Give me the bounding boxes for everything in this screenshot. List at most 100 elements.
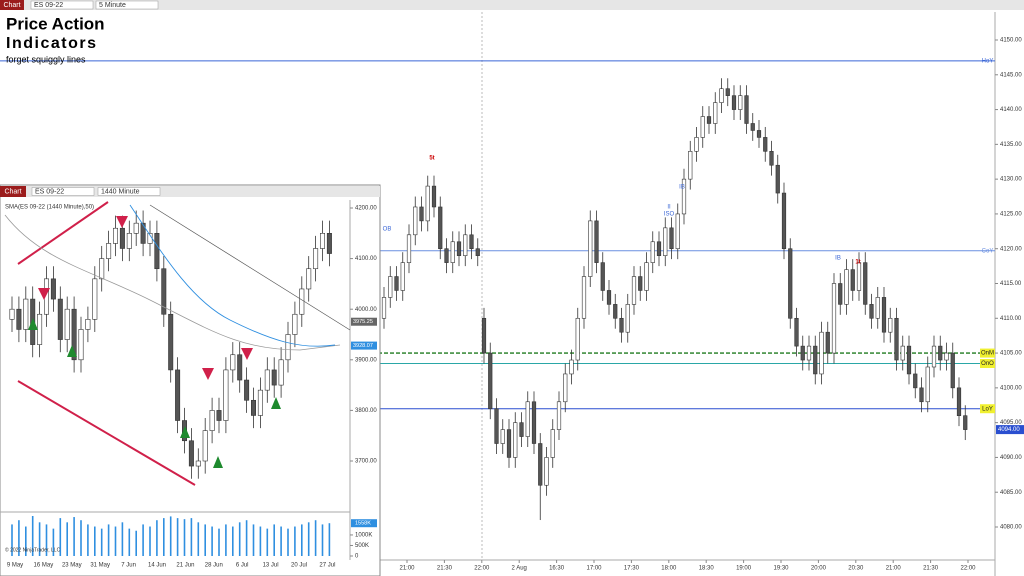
- candle-body: [931, 345, 937, 368]
- candle-body: [800, 345, 805, 361]
- volume-tick-label: 500K: [355, 543, 369, 549]
- x-tick-label: 17:00: [586, 566, 602, 572]
- y-tick-label: 4130.00: [1000, 177, 1022, 183]
- candle-body: [271, 369, 277, 386]
- candle-body: [292, 313, 298, 335]
- candle-body: [251, 399, 257, 416]
- volume-bar: [66, 522, 68, 556]
- candle-body: [425, 185, 430, 222]
- x-tick-label: 21:30: [437, 566, 453, 572]
- candle-body: [475, 248, 480, 256]
- volume-bar: [225, 524, 227, 556]
- price-tag: [351, 341, 377, 350]
- y-tick-label: 3700.00: [355, 459, 377, 465]
- candle-body: [900, 345, 905, 361]
- volume-bar: [294, 526, 296, 556]
- volume-bar: [273, 524, 275, 556]
- candle-body: [688, 151, 693, 180]
- candle-body: [431, 185, 437, 208]
- candle-body: [888, 317, 893, 333]
- candle-body: [438, 206, 443, 250]
- volume-bar: [45, 524, 48, 556]
- candle-body: [456, 241, 462, 256]
- annotation: IB: [835, 256, 841, 262]
- x-tick-label: 18:00: [661, 566, 677, 572]
- candle-body: [781, 192, 787, 250]
- chart-button[interactable]: [0, 0, 24, 10]
- y-tick-label: 3800.00: [355, 408, 377, 414]
- candle-body: [825, 331, 830, 354]
- annotation: II: [667, 205, 671, 211]
- price-tag: [996, 425, 1024, 435]
- annotation: 1t: [855, 260, 860, 266]
- x-tick-label: 28 Jun: [205, 563, 223, 569]
- candle-body: [133, 222, 139, 234]
- candle-body: [650, 241, 655, 263]
- candle-body: [588, 220, 593, 277]
- candle-body: [64, 308, 70, 340]
- candle-body: [806, 345, 812, 361]
- candle-body: [813, 345, 818, 375]
- candle-body: [906, 345, 912, 375]
- y-tick-label: 4150.00: [1000, 38, 1022, 44]
- candle-body: [381, 297, 387, 319]
- inset-toolbar: [0, 186, 380, 197]
- x-tick-label: 20:30: [848, 566, 864, 572]
- volume-bar: [135, 530, 137, 556]
- candle-body: [956, 387, 962, 416]
- sma-line: [4, 214, 341, 351]
- price-tag: [351, 317, 377, 326]
- volume-bar: [80, 520, 82, 556]
- volume-bar: [190, 518, 193, 556]
- level-label: LoY: [982, 406, 993, 412]
- candle-body: [700, 116, 705, 138]
- volume-bar: [176, 518, 179, 556]
- x-tick-label: 9 May: [7, 563, 23, 569]
- inset-interval-select[interactable]: [97, 187, 161, 196]
- volume-bar: [142, 524, 144, 556]
- candle-body: [694, 137, 699, 152]
- instrument-select[interactable]: [30, 0, 94, 10]
- candle-body: [319, 233, 325, 249]
- x-tick-label: 18:30: [699, 566, 715, 572]
- volume-bar: [73, 517, 75, 556]
- candle-body: [544, 457, 549, 486]
- level-tag: [980, 404, 995, 414]
- volume-bar: [100, 528, 103, 556]
- candle-body: [838, 283, 843, 305]
- x-tick-label: 17:30: [624, 566, 640, 572]
- candle-body: [563, 373, 568, 403]
- candle-body: [285, 334, 291, 361]
- volume-bar: [114, 526, 117, 556]
- y-tick-label: 3900.00: [355, 357, 377, 363]
- candle-body: [656, 241, 662, 256]
- candle-body: [713, 102, 718, 124]
- candle-body: [237, 354, 243, 381]
- x-tick-label: 20 Jul: [291, 563, 307, 569]
- volume-bar: [59, 518, 62, 556]
- candle-body: [23, 298, 29, 330]
- volume-bar: [232, 526, 234, 556]
- level-tag: [980, 359, 995, 369]
- candle-body: [919, 387, 924, 403]
- candle-body: [831, 283, 837, 354]
- inset-instrument-select[interactable]: [31, 187, 95, 196]
- candle-body: [85, 319, 91, 330]
- candle-body: [600, 262, 605, 291]
- candle-body: [488, 352, 493, 410]
- volume-bar: [301, 524, 303, 556]
- inset-button-label: Chart: [4, 188, 21, 195]
- candle-body: [613, 304, 618, 319]
- candle-body: [569, 359, 574, 375]
- interval-select[interactable]: [95, 0, 159, 10]
- inset-marks: 4200.00 4100.00 4000.00 3900.00 3800.00 3700.…: [7, 206, 378, 569]
- candle-body: [223, 369, 229, 421]
- candle-body: [719, 88, 724, 103]
- candle-body: [400, 262, 405, 291]
- volume-bar: [218, 528, 220, 556]
- candle-body: [126, 233, 132, 249]
- inset-chart-button[interactable]: [0, 186, 26, 197]
- price-tag-label: 3928.07: [353, 343, 373, 349]
- candle-body: [744, 95, 749, 124]
- candle-body: [326, 233, 332, 254]
